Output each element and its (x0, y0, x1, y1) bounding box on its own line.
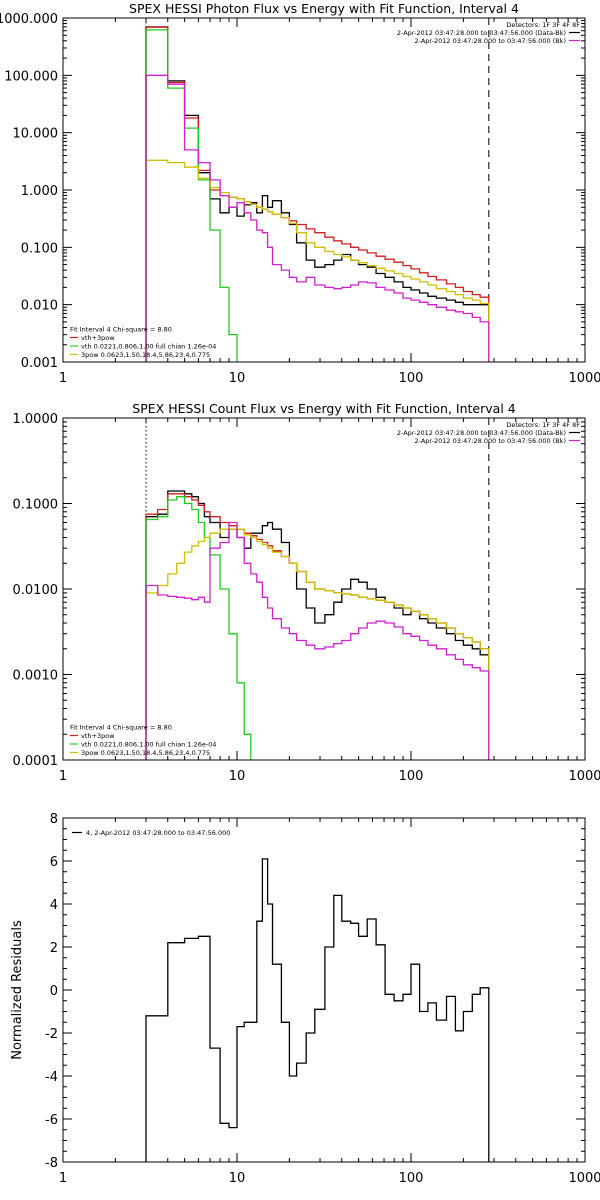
series-line-1 (145, 493, 490, 760)
x-tick-label: 100 (399, 1171, 424, 1186)
y-tick-label: 0.1000 (13, 498, 59, 513)
y-tick-label: 6 (50, 855, 58, 870)
fit-legend-line: 3pow 0.0623,1.50,18.4,5.86,23.4,0.775 (81, 749, 210, 757)
y-tick-label: 2 (50, 941, 58, 956)
info-line: Detectors: 1F 3F 4F 8F (506, 21, 580, 29)
y-tick-label: 1.0000 (13, 412, 59, 427)
y-tick-label: 10.000 (13, 127, 59, 142)
residuals-plot: Normalized Residuals 1 10 100 1000 -8 -6 -4 -2 0 2… (10, 812, 600, 1186)
series-line-0 (145, 858, 490, 1162)
fit-legend-line: Fit Interval 4 Chi-square = 8.80 (70, 724, 172, 732)
x-tick-label: 1 (59, 1171, 67, 1186)
fit-legend-line: vth+3pow (81, 732, 115, 740)
y-tick-label: 0.010 (21, 299, 58, 314)
x-tick-label: 10 (229, 1171, 246, 1186)
y-tick-label: 0 (50, 984, 58, 999)
info-line: 2-Apr-2012 03:47:28.000 to 03:47:56.000 … (397, 429, 566, 437)
plot-frame (62, 817, 586, 1163)
fit-legend-line: Fit Interval 4 Chi-square = 8.80 (70, 326, 172, 334)
series-line-2 (145, 29, 238, 362)
x-tick-label: 100 (399, 371, 424, 386)
y-tick-label: -8 (45, 1156, 58, 1171)
info-line: Detectors: 1F 3F 4F 8F (506, 421, 580, 429)
series-line-0 (145, 490, 490, 760)
y-tick-label: -4 (45, 1070, 58, 1085)
x-tick-label: 10 (229, 769, 246, 784)
plot-frame (62, 417, 586, 761)
x-tick-label: 1 (59, 769, 67, 784)
x-tick-label: 1000 (568, 1171, 600, 1186)
plot-title: SPEX HESSI Photon Flux vs Energy with Fi… (129, 1, 519, 16)
y-tick-label: 4 (50, 898, 58, 913)
series-group (145, 858, 490, 1162)
y-tick-label: 100.000 (4, 69, 58, 84)
y-tick-label: 0.100 (21, 241, 58, 256)
series-line-2 (145, 496, 252, 760)
x-tick-label: 100 (399, 769, 424, 784)
fit-legend-line: vth 0.0221,0.806,1.00 full chian 1.26e-0… (81, 343, 216, 351)
info-line: 2-Apr-2012 03:47:28.000 to 03:47:56.000 … (415, 437, 566, 445)
series-line-3 (145, 159, 490, 362)
photon-flux-plot: SPEX HESSI Photon Flux vs Energy with Fi… (0, 1, 600, 386)
x-tick-label: 1000 (568, 371, 600, 386)
y-tick-label: -6 (45, 1113, 58, 1128)
series-group (145, 26, 490, 362)
series-group (145, 490, 490, 760)
y-axis-label: Normalized Residuals (10, 920, 25, 1060)
y-tick-label: 0.0001 (13, 754, 59, 769)
plot-frame (62, 17, 586, 363)
residual-legend: 4, 2-Apr-2012 03:47:28.000 to 03:47:56.0… (86, 829, 230, 837)
series-line-1 (145, 26, 490, 362)
y-tick-label: 1.000 (21, 184, 58, 199)
y-tick-label: -2 (45, 1027, 58, 1042)
series-line-0 (145, 26, 490, 362)
y-tick-label: 0.001 (21, 356, 58, 371)
x-tick-label: 1000 (568, 769, 600, 784)
y-tick-label: 1000.000 (0, 12, 58, 27)
x-tick-label: 1 (59, 371, 67, 386)
info-line: 2-Apr-2012 03:47:28.000 to 03:47:56.000 … (397, 29, 566, 37)
series-line-4 (145, 74, 490, 362)
fit-legend-line: vth 0.0221,0.806,1.00 full chian 1.26e-0… (81, 741, 216, 749)
y-tick-label: 0.0100 (13, 583, 59, 598)
info-line: 2-Apr-2012 03:47:28.000 to 03:47:56.000 … (415, 37, 566, 45)
fit-legend-line: vth+3pow (81, 334, 115, 342)
y-tick-label: 8 (50, 812, 58, 827)
fit-legend-line: 3pow 0.0623,1.50,18.4,5.86,23.4,0.775 (81, 351, 210, 359)
series-line-3 (145, 528, 490, 760)
count-flux-plot: SPEX HESSI Count Flux vs Energy with Fit… (13, 401, 600, 784)
series-line-4 (145, 521, 490, 760)
y-tick-label: 0.0010 (13, 669, 59, 684)
x-tick-label: 10 (229, 371, 246, 386)
plot-title: SPEX HESSI Count Flux vs Energy with Fit… (132, 401, 515, 416)
